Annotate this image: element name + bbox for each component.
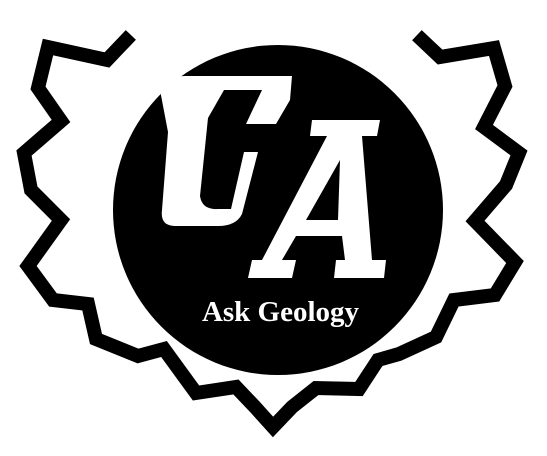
- logo-tagline: Ask Geology: [201, 296, 360, 328]
- letter-a-icon: [248, 120, 386, 278]
- gear-outline: [16, 30, 528, 438]
- letter-g-icon: [160, 76, 292, 226]
- ga-monogram-icon: [160, 76, 386, 278]
